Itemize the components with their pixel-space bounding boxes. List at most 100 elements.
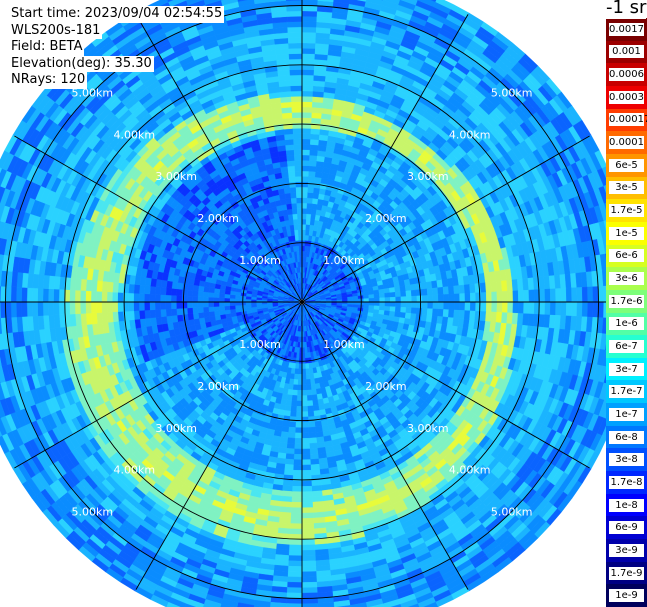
backscatter-cell — [458, 284, 466, 294]
backscatter-cell — [384, 297, 391, 303]
backscatter-cell — [480, 301, 487, 312]
backscatter-cell — [410, 289, 418, 297]
backscatter-cell — [437, 301, 444, 310]
backscatter-cell — [301, 469, 312, 476]
backscatter-cell — [311, 394, 318, 401]
backscatter-cell — [297, 379, 303, 386]
backscatter-cell — [294, 443, 303, 450]
backscatter-cell — [379, 297, 386, 303]
backscatter-cell — [292, 480, 303, 487]
backscatter-cell — [448, 301, 455, 311]
backscatter-cell — [309, 373, 315, 380]
backscatter-cell — [390, 296, 396, 303]
backscatter-cell — [479, 311, 487, 322]
backscatter-cell — [290, 507, 303, 514]
backscatter-cell — [312, 399, 319, 407]
backscatter-cell — [301, 443, 310, 450]
backscatter-cell — [313, 187, 321, 194]
backscatter-cell — [301, 576, 317, 583]
backscatter-cell — [301, 37, 317, 44]
backscatter-cell — [384, 306, 391, 312]
backscatter-cell — [301, 491, 313, 498]
backscatter-cell — [422, 301, 428, 309]
backscatter-cell — [544, 301, 551, 316]
backscatter-cell — [307, 186, 315, 194]
backscatter-cell — [495, 312, 503, 324]
backscatter-cell — [416, 301, 423, 309]
backscatter-cell — [576, 287, 583, 303]
backscatter-cell — [415, 313, 422, 322]
backscatter-cell — [459, 293, 466, 303]
backscatter-cell — [313, 415, 322, 422]
backscatter-cell — [290, 400, 298, 407]
backscatter-cell — [430, 0, 437, 3]
backscatter-cell — [311, 490, 323, 498]
backscatter-cell — [288, 544, 303, 551]
backscatter-cell — [301, 218, 307, 225]
backscatter-cell — [290, 512, 303, 519]
backscatter-cell — [282, 415, 291, 422]
backscatter-cell — [437, 286, 444, 296]
backscatter-cell — [312, 101, 324, 109]
backscatter-cell — [560, 287, 567, 303]
backscatter-cell — [301, 149, 311, 156]
backscatter-cell — [301, 464, 312, 471]
backscatter-cell — [298, 368, 303, 375]
backscatter-cell — [288, 426, 296, 434]
backscatter-cell — [517, 290, 524, 303]
backscatter-cell — [301, 80, 314, 87]
backscatter-cell — [305, 379, 311, 386]
backscatter-cell — [306, 208, 313, 215]
backscatter-cell — [301, 592, 318, 599]
backscatter-cell — [301, 432, 310, 439]
backscatter-cell — [549, 288, 557, 303]
backscatter-cell — [280, 495, 292, 503]
backscatter-cell — [291, 389, 298, 396]
backscatter-cell — [307, 410, 315, 418]
backscatter-cell — [308, 170, 316, 178]
backscatter-cell — [389, 291, 396, 298]
backscatter-cell — [410, 313, 417, 321]
backscatter-cell — [291, 394, 298, 402]
backscatter-cell — [293, 379, 299, 386]
backscatter-cell — [301, 42, 316, 49]
backscatter-cell — [288, 421, 296, 428]
backscatter-cell — [459, 301, 466, 311]
backscatter-cell — [416, 295, 423, 303]
backscatter-cell — [306, 202, 313, 210]
backscatter-cell — [432, 301, 439, 310]
backscatter-cell — [285, 603, 303, 607]
backscatter-cell — [389, 287, 396, 293]
backscatter-cell — [301, 507, 314, 514]
backscatter-cell — [285, 448, 295, 455]
backscatter-cell — [301, 379, 307, 386]
backscatter-cell — [306, 213, 312, 220]
backscatter-cell — [307, 405, 314, 412]
backscatter-cell — [301, 96, 313, 103]
backscatter-cell — [309, 453, 319, 460]
backscatter-cell — [415, 282, 422, 291]
backscatter-cell — [523, 301, 530, 315]
backscatter-cell — [592, 301, 599, 318]
backscatter-cell — [301, 170, 310, 177]
backscatter-cell — [405, 307, 412, 314]
backscatter-cell — [437, 308, 444, 318]
backscatter-cell — [290, 517, 303, 524]
backscatter-cell — [581, 301, 589, 318]
backscatter-cell — [307, 181, 315, 188]
backscatter-cell — [301, 208, 308, 214]
backscatter-cell — [528, 301, 535, 315]
backscatter-cell — [296, 400, 303, 407]
backscatter-cell — [565, 301, 573, 317]
backscatter-cell — [469, 283, 476, 294]
backscatter-cell — [453, 309, 460, 319]
backscatter-cell — [368, 301, 375, 306]
backscatter-cell — [301, 128, 312, 135]
backscatter-cell — [308, 421, 316, 428]
backscatter-cell — [442, 309, 450, 318]
backscatter-cell — [427, 301, 434, 310]
backscatter-cell — [485, 281, 492, 293]
backscatter-cell — [301, 363, 306, 370]
backscatter-cell — [485, 301, 492, 313]
